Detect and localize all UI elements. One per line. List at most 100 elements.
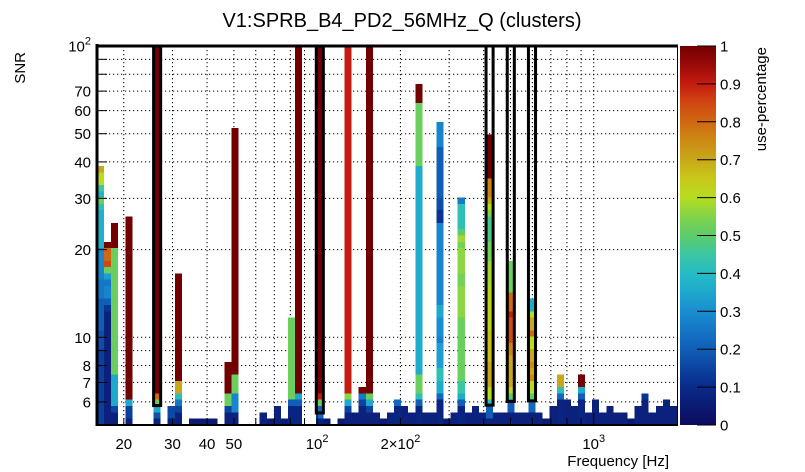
heatmap-cell	[153, 393, 161, 400]
colorbar-tick-label: 0.6	[720, 190, 741, 207]
heatmap-cell	[337, 418, 345, 425]
heatmap-cell	[486, 178, 494, 198]
heatmap-cell	[224, 406, 232, 413]
heatmap-cell	[287, 317, 296, 400]
y-tick-label-text: 70	[74, 84, 91, 101]
heatmap-cell	[415, 399, 423, 407]
heatmap-cell	[167, 418, 175, 425]
heatmap-cell	[457, 406, 465, 425]
cluster-boxes	[152, 46, 538, 415]
heatmap-cell	[259, 412, 267, 425]
heatmap-cell	[634, 406, 642, 425]
heatmap-cell	[358, 387, 366, 394]
heatmap-cell	[507, 387, 515, 394]
x-tick-label-text: 2×10	[380, 436, 414, 453]
heatmap-cell	[351, 412, 359, 425]
heatmap-cell	[97, 248, 105, 280]
x-tick-label-text: 10	[306, 436, 323, 453]
heatmap-cell	[486, 203, 494, 211]
heatmap-cell	[344, 393, 352, 400]
y-tick-label: 7	[83, 375, 91, 392]
cluster-box	[484, 46, 495, 407]
heatmap-cell	[344, 412, 352, 425]
heatmap-cell	[542, 418, 550, 425]
heatmap-cell	[295, 399, 303, 407]
x-tick-label: 102	[306, 433, 329, 453]
y-tick-label-text: 20	[74, 242, 91, 259]
heatmap-cell	[486, 134, 494, 179]
heatmap-cell	[457, 399, 465, 407]
heatmap-cell	[507, 292, 515, 312]
heatmap-cell	[457, 203, 465, 230]
heatmap-cell	[97, 279, 105, 299]
heatmap-cell	[224, 393, 232, 407]
heatmap-cell	[486, 260, 494, 287]
heatmap-cell	[210, 418, 218, 425]
heatmap-cell	[507, 355, 515, 388]
colorbar-tick-label: 1	[720, 39, 728, 56]
colorbar-tick-label: 0.8	[720, 114, 741, 131]
heatmap-cell	[577, 399, 586, 425]
heatmap-cell	[97, 184, 105, 192]
heatmap-cell	[174, 273, 182, 381]
heatmap-cell	[394, 399, 402, 407]
heatmap-cell	[167, 406, 175, 419]
heatmap-cell	[104, 311, 112, 425]
y-tick-label-text: 7	[83, 375, 91, 392]
x-tick-label: 20	[115, 436, 132, 453]
heatmap-cell	[592, 399, 600, 425]
x-axis-title: Frequency [Hz]	[567, 453, 669, 470]
heatmap-cell	[104, 304, 112, 312]
heatmap-cell	[344, 406, 352, 413]
heatmap-cell	[316, 399, 324, 407]
heatmap-cell	[436, 121, 444, 148]
y-tick-label: 10	[74, 330, 91, 347]
heatmap-cell	[655, 406, 663, 425]
heatmap-cell	[528, 374, 536, 381]
colorbar-tick-label: 0.2	[720, 342, 741, 359]
heatmap-cell	[316, 418, 324, 425]
heatmap-cell	[585, 412, 593, 425]
heatmap-cell	[436, 342, 444, 369]
heatmap-cell	[316, 393, 324, 400]
colorbar-tick-label: 0.9	[720, 76, 741, 93]
heatmap-cell	[422, 412, 430, 425]
y-tick-label: 50	[74, 126, 91, 143]
heatmap-cell	[436, 304, 444, 318]
colorbar-tick-label: 0	[720, 418, 728, 435]
heatmap-cell	[662, 399, 670, 425]
heatmap-cell	[153, 418, 161, 425]
y-tick-label: 6	[83, 394, 91, 411]
heatmap-cell	[429, 412, 437, 425]
x-tick-label-exponent: 2	[322, 433, 328, 445]
heatmap-cells	[97, 46, 677, 425]
heatmap-cell	[174, 412, 182, 425]
heatmap-cell	[365, 393, 373, 400]
heatmap-cell	[457, 235, 465, 242]
heatmap-cell	[316, 46, 324, 394]
heatmap-cell	[97, 298, 105, 331]
heatmap-cell	[457, 286, 465, 318]
grid-lines	[97, 46, 677, 425]
heatmap-cell	[408, 412, 416, 425]
heatmap-cell	[295, 393, 303, 400]
y-tick-label-text: 60	[74, 103, 91, 120]
heatmap-cell	[287, 399, 296, 407]
heatmap-cell	[507, 260, 515, 293]
heatmap-cell	[436, 317, 444, 337]
heatmap-cell	[231, 374, 239, 394]
y-tick-label: 30	[74, 191, 91, 208]
heatmap-cell	[104, 267, 112, 274]
heatmap-cell	[436, 393, 444, 400]
heatmap-cell	[104, 279, 112, 287]
heatmap-cell	[648, 412, 656, 425]
heatmap-cell	[471, 406, 479, 425]
heatmap-cell	[507, 393, 515, 400]
heatmap-cell	[358, 399, 366, 407]
heatmap-cell	[365, 412, 373, 425]
heatmap-cell	[436, 380, 444, 394]
heatmap-cell	[358, 393, 366, 400]
y-tick-label-exponent: 2	[85, 36, 91, 48]
heatmap-cell	[528, 317, 536, 331]
heatmap-cell	[97, 330, 105, 350]
